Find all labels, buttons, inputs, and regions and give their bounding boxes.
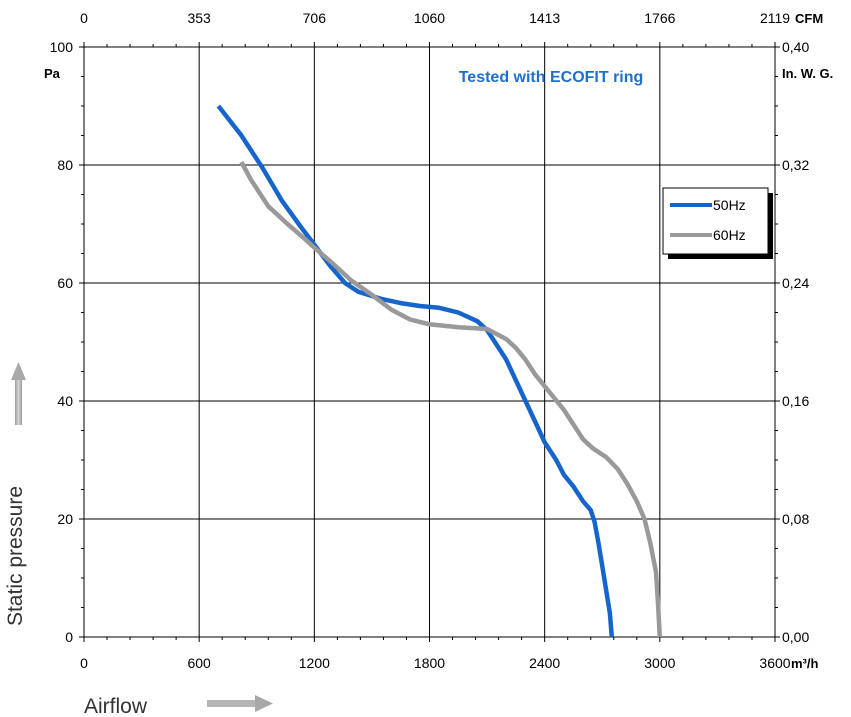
- x2-tick-label: 353: [187, 10, 211, 26]
- x-tick-label: 2400: [529, 655, 560, 671]
- y2-tick-label: 0,40: [782, 39, 809, 55]
- y-tick-label: 60: [57, 275, 73, 291]
- y-tick-label: 80: [57, 157, 73, 173]
- x-tick-label: 1800: [414, 655, 445, 671]
- right-arrow-icon: [207, 695, 273, 712]
- x2-tick-label: 1413: [529, 10, 560, 26]
- axis-ticks: [79, 42, 780, 642]
- y2-tick-label: 0,24: [782, 275, 809, 291]
- x-tick-label: 600: [187, 655, 211, 671]
- x2-tick-label: 706: [303, 10, 327, 26]
- x-tick-label: 1200: [299, 655, 330, 671]
- y2-tick-label: 0,16: [782, 393, 809, 409]
- x2-tick-label: 1766: [644, 10, 675, 26]
- y-tick-label: 20: [57, 511, 73, 527]
- y-tick-label: 40: [57, 393, 73, 409]
- x2-tick-label: 1060: [414, 10, 445, 26]
- legend: 50Hz 60Hz: [662, 187, 773, 259]
- up-arrow-icon: [11, 362, 26, 425]
- x-axis-title: Airflow: [84, 695, 148, 717]
- chart-annotation: Tested with ECOFIT ring: [459, 69, 644, 86]
- y-tick-label: 100: [50, 39, 74, 55]
- y2-tick-label: 0,00: [782, 629, 809, 645]
- legend-label-50hz: 50Hz: [713, 197, 746, 213]
- y2-tick-label: 0,08: [782, 511, 809, 527]
- y-axis-title: Static pressure: [4, 486, 27, 626]
- y2-tick-label: 0,32: [782, 157, 809, 173]
- x2-axis-unit: CFM: [795, 11, 823, 26]
- grid-lines: [84, 47, 775, 637]
- y-axis-unit: Pa: [44, 66, 61, 81]
- series-line-60hz: [239, 160, 663, 638]
- legend-label-60hz: 60Hz: [713, 227, 746, 243]
- series-line-50hz: [216, 104, 615, 638]
- x-tick-label: 3600: [759, 655, 790, 671]
- y2-axis-unit: In. W. G.: [782, 66, 833, 81]
- x-axis-unit: m³/h: [791, 656, 819, 671]
- x2-tick-label: 2119: [760, 10, 790, 26]
- y-tick-label: 0: [65, 629, 73, 645]
- x-tick-label: 0: [80, 655, 88, 671]
- series-lines: [216, 104, 663, 638]
- x-tick-label: 3000: [644, 655, 675, 671]
- x2-tick-label: 0: [80, 10, 88, 26]
- tick-labels: 0060035312007061800106024001413300017663…: [50, 10, 810, 671]
